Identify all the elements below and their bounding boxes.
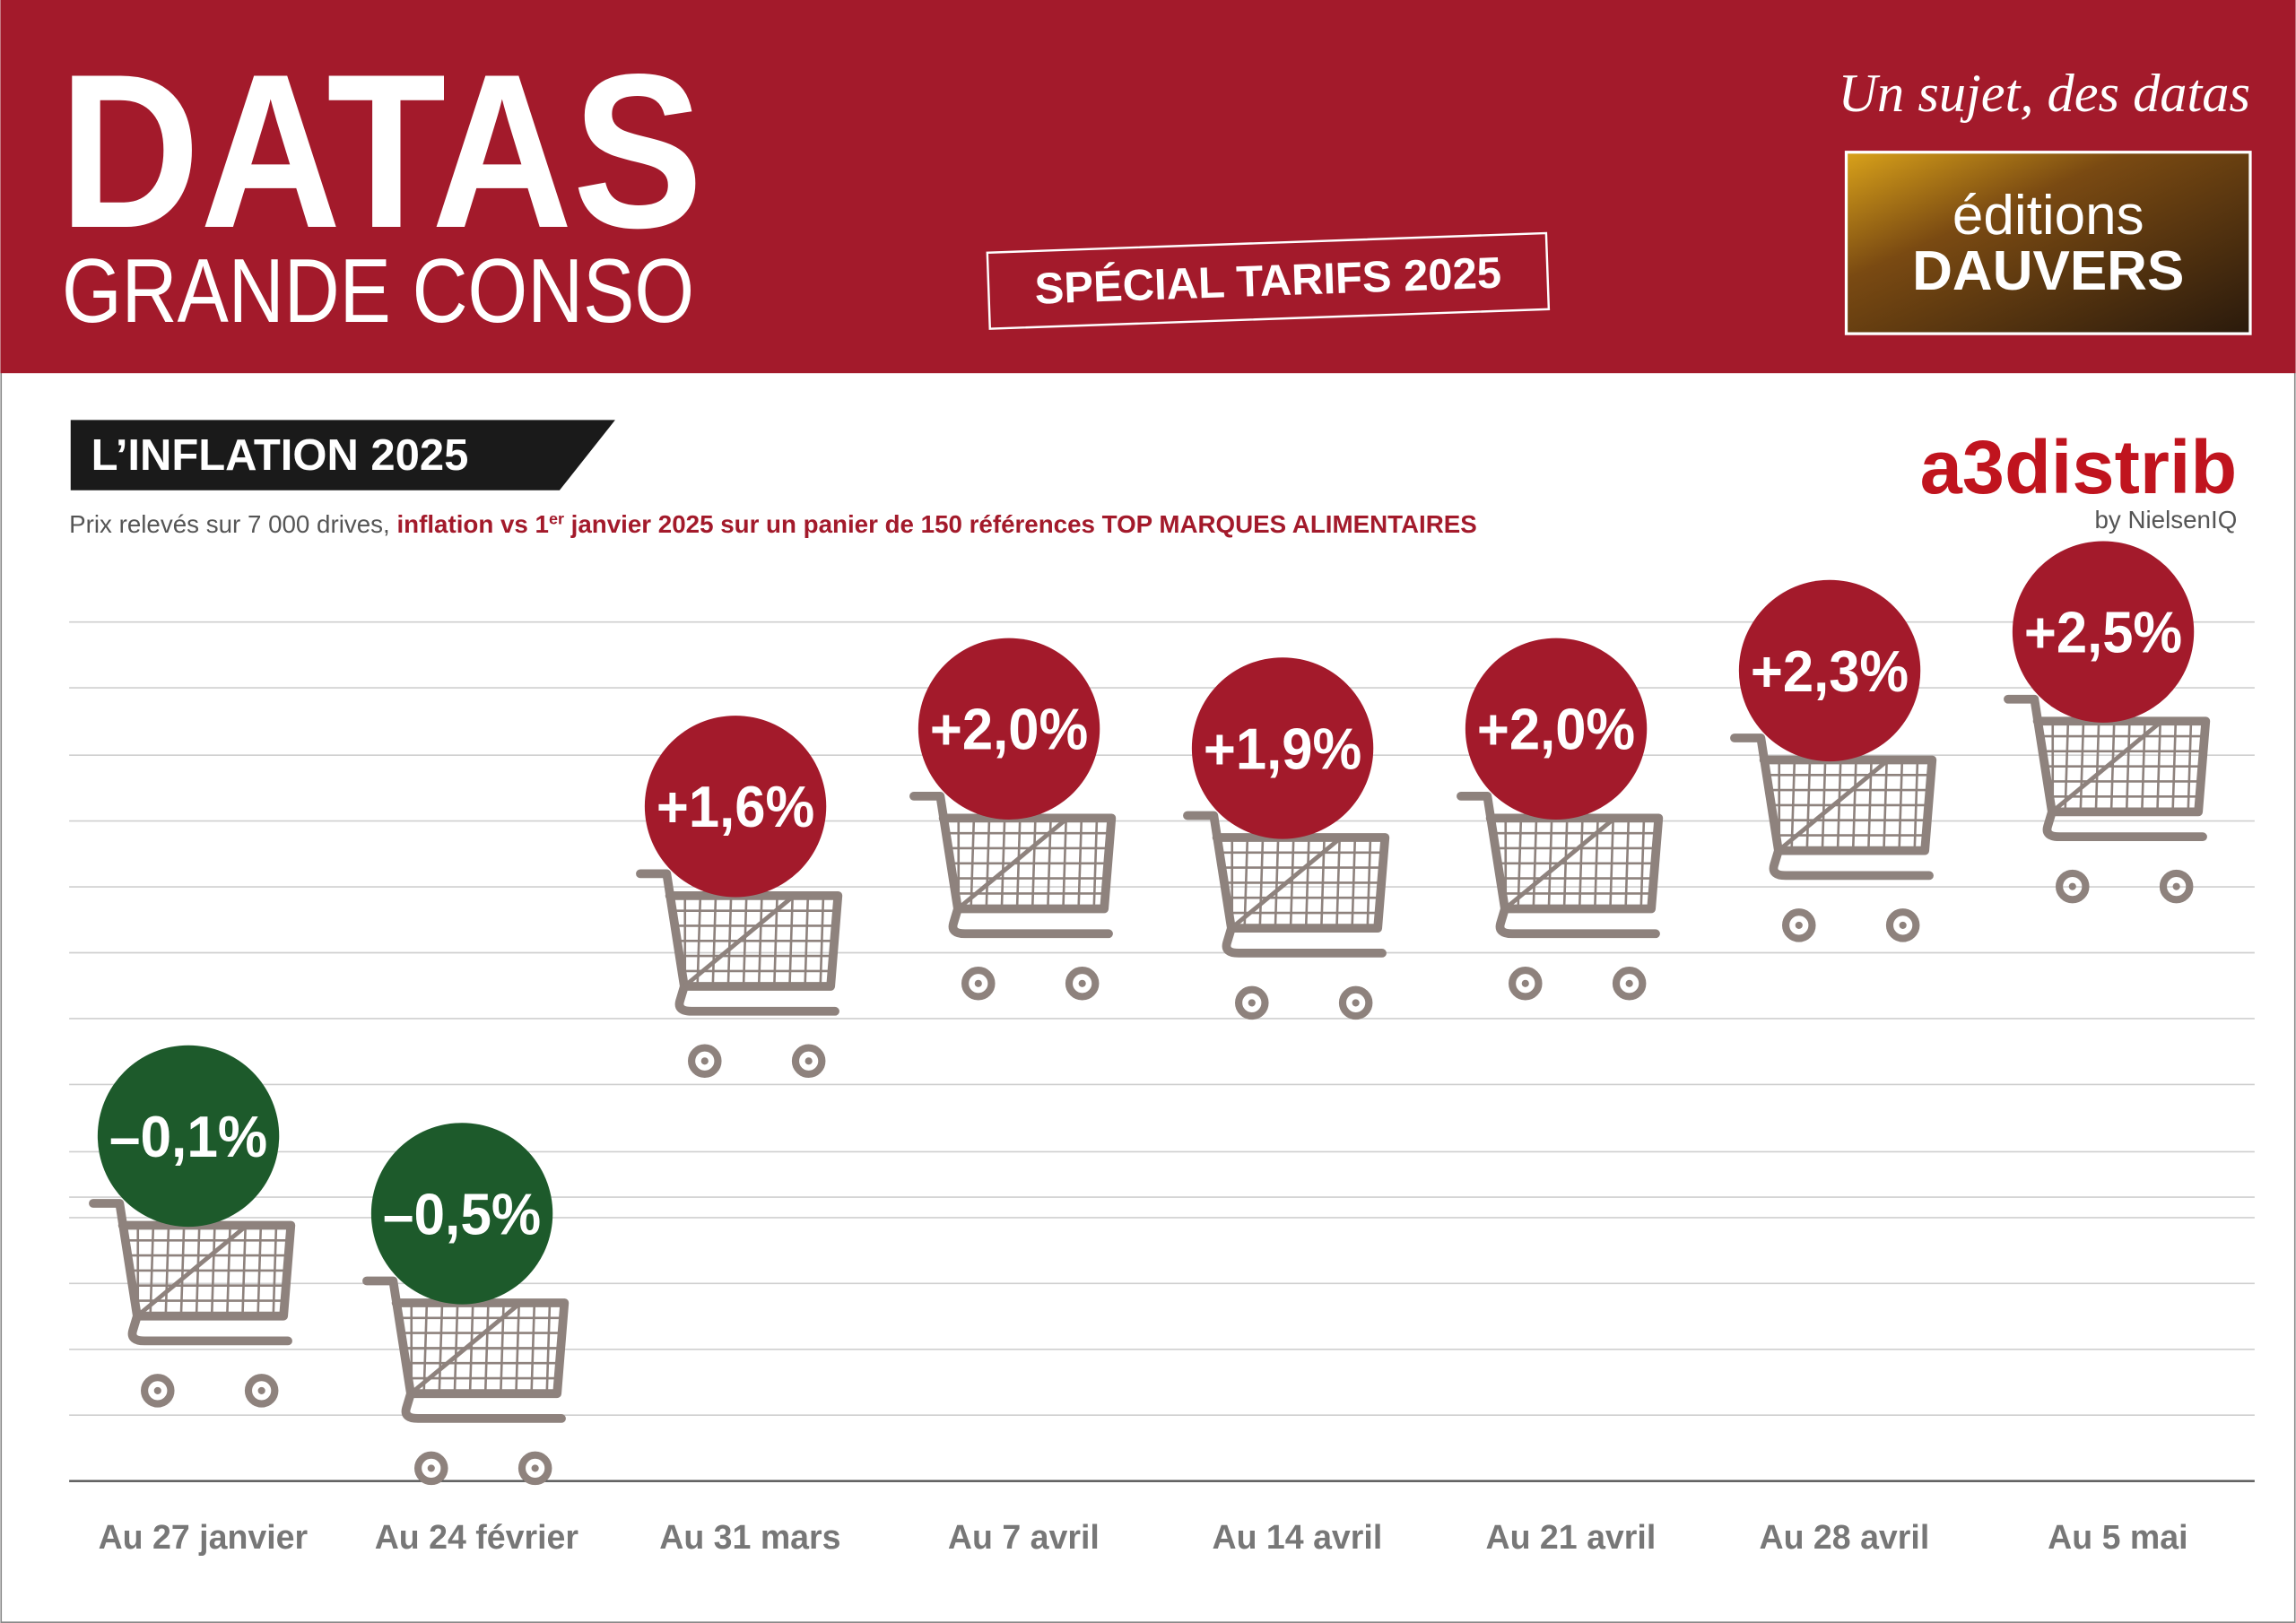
cart-strut [683, 893, 796, 988]
x-tick-label: Au 28 avril [1759, 1518, 1929, 1556]
cart-wheel [244, 1374, 279, 1408]
value-label: –0,1% [109, 1104, 267, 1169]
cart-wheel [141, 1374, 175, 1408]
cart-item: +2,0% [1457, 638, 1664, 1001]
cart-hub [974, 979, 982, 987]
subtitle-part: janvier 2025 sur un panier de 150 référe… [564, 510, 1477, 538]
value-bubble [2012, 541, 2195, 723]
value-bubble [370, 1123, 553, 1305]
cart-hub [153, 1386, 161, 1394]
chart-title: L’INFLATION 2025 [91, 431, 469, 480]
cart-hub [427, 1464, 435, 1472]
cart-hub [804, 1057, 813, 1065]
plot: Au 27 janvier –0,1% Au 24 février –0,5% Au 3… [69, 541, 2255, 1556]
cart-wheel [1612, 967, 1647, 1001]
source-logo: a3distrib [1920, 424, 2238, 509]
brand: DATAS [59, 28, 703, 273]
value-label: +1,9% [1204, 716, 1361, 781]
publisher-bottom: DAUVERS [1912, 240, 2184, 302]
cart-wheel [1065, 967, 1100, 1001]
cart-item: +2,0% [909, 638, 1117, 1001]
cart-item: –0,5% [362, 1123, 570, 1486]
cart-hub [2172, 882, 2180, 890]
cart-item: +1,9% [1183, 657, 1390, 1020]
cart-strut [2050, 719, 2163, 814]
value-label: +1,6% [657, 774, 814, 839]
value-bubble [1738, 579, 1921, 762]
x-tick-label: Au 31 mars [659, 1518, 840, 1556]
cart-wheel [517, 1451, 552, 1486]
value-label: +2,0% [1477, 697, 1635, 762]
cart-wheel [2159, 869, 2194, 904]
value-label: +2,3% [1751, 638, 1909, 704]
cart-frame [2004, 694, 2211, 842]
source-by: by NielsenIQ [2095, 506, 2238, 534]
subtitle-part: inflation vs 1 [396, 510, 549, 538]
subtitle: Prix relevés sur 7 000 drives, inflation… [69, 509, 1477, 538]
cart-wheel [1235, 985, 1269, 1020]
cart-frame [909, 791, 1117, 939]
badge-frame [986, 231, 1551, 330]
cart-frame [1457, 791, 1664, 939]
cart-strut [1503, 816, 1616, 911]
cart-strut [409, 1301, 522, 1396]
value-label: +2,5% [2024, 600, 2182, 665]
cart-wheel [1509, 967, 1543, 1001]
cart-wheel [1338, 985, 1373, 1020]
cart-strut [956, 816, 1069, 911]
cart-wheel [414, 1451, 448, 1486]
cart-strut [1230, 836, 1343, 931]
value-bubble [1191, 657, 1374, 839]
cart-hub [700, 1057, 709, 1065]
cart-frame [1183, 811, 1390, 958]
value-bubble [1465, 638, 1648, 820]
x-tick-label: Au 24 février [375, 1518, 579, 1556]
tagline: Un sujet, des datas [1838, 64, 2250, 124]
cart-hub [257, 1386, 265, 1394]
cart-wheel [791, 1044, 826, 1079]
subtitle-part: Prix relevés sur 7 000 drives, [69, 510, 396, 538]
x-tick-label: Au 14 avril [1212, 1518, 1382, 1556]
value-bubble [97, 1045, 280, 1228]
cart-hub [2068, 882, 2076, 890]
cart-hub [531, 1464, 539, 1472]
x-tick-label: Au 5 mai [2048, 1518, 2187, 1556]
publisher-logo [1844, 151, 2252, 335]
cart-hub [1521, 979, 1529, 987]
cart-item: +2,5% [2004, 541, 2211, 904]
x-tick-label: Au 27 janvier [99, 1518, 309, 1556]
title-band [70, 420, 615, 490]
cart-frame [362, 1276, 570, 1423]
cart-item: –0,1% [89, 1045, 296, 1408]
cart-hub [1078, 979, 1086, 987]
cart-strut [1777, 758, 1890, 853]
cart-wheel [1885, 908, 1920, 942]
cart-hub [1899, 921, 1907, 929]
cart-hub [1795, 921, 1803, 929]
cart-frame [636, 869, 843, 1016]
cart-strut [135, 1223, 248, 1318]
value-bubble [644, 716, 827, 898]
value-bubble [918, 638, 1100, 820]
value-label: –0,5% [383, 1181, 541, 1246]
value-label: +2,0% [930, 697, 1088, 762]
cart-item: +1,6% [636, 716, 843, 1079]
cart-wheel [2056, 869, 2090, 904]
cart-wheel [961, 967, 996, 1001]
cart-frame [89, 1199, 296, 1346]
subtitle-part: er [549, 509, 564, 527]
cart-hub [1248, 999, 1256, 1007]
cart-item: +2,3% [1730, 579, 1937, 942]
cart-hub [1625, 979, 1633, 987]
cart-frame [1730, 733, 1937, 881]
x-tick-label: Au 21 avril [1485, 1518, 1656, 1556]
x-tick-label: Au 7 avril [948, 1518, 1100, 1556]
cart-hub [1352, 999, 1360, 1007]
cart-wheel [688, 1044, 722, 1079]
publisher-top: éditions [1952, 185, 2144, 247]
cart-wheel [1782, 908, 1816, 942]
brand-sub: GRANDE CONSO [62, 240, 694, 342]
